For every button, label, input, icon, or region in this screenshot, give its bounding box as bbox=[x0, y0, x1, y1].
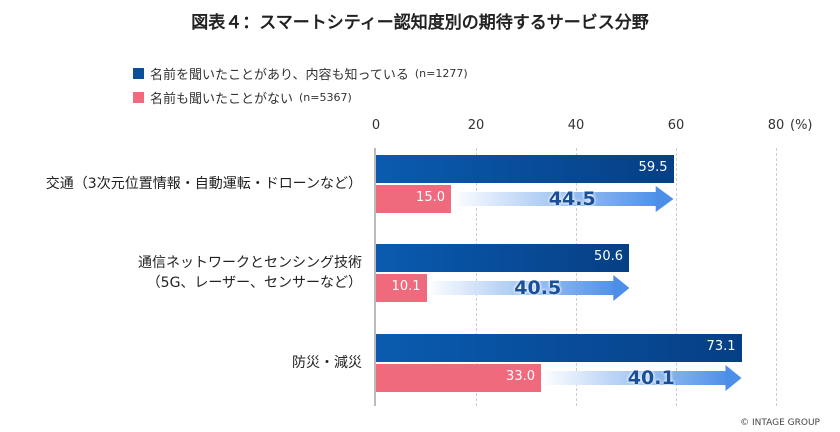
gridline bbox=[776, 148, 777, 406]
legend-label: 名前を聞いたことがあり、内容も知っている bbox=[150, 68, 409, 83]
legend-swatch bbox=[133, 68, 144, 79]
data-label: 59.5 bbox=[638, 160, 668, 175]
category-label: 防災・減災 bbox=[292, 353, 362, 373]
chart-title: 図表４：スマートシティー認知度別の期待するサービス分野 bbox=[191, 13, 649, 33]
difference-arrow bbox=[541, 364, 742, 392]
bar-unaware: 10.1 bbox=[376, 274, 427, 302]
bar-aware: 73.1 bbox=[376, 334, 742, 362]
x-tick-label: 0 bbox=[371, 118, 381, 133]
data-label: 10.1 bbox=[391, 279, 421, 294]
data-label: 73.1 bbox=[706, 339, 736, 354]
gridline bbox=[476, 148, 477, 406]
legend-swatch bbox=[133, 92, 144, 103]
category-label: 交通（3次元位置情報・自動運転・ドローンなど） bbox=[46, 174, 362, 194]
difference-arrow bbox=[451, 185, 674, 213]
data-label: 33.0 bbox=[506, 369, 535, 384]
difference-label: 40.1 bbox=[627, 367, 675, 389]
data-label: 15.0 bbox=[416, 190, 445, 205]
bar-unaware: 33.0 bbox=[376, 364, 541, 392]
gridline bbox=[676, 148, 677, 406]
category-label: 通信ネットワークとセンシング技術 （5G、レーザー、センサーなど） bbox=[138, 253, 362, 293]
category-label-line: 交通（3次元位置情報・自動運転・ドローンなど） bbox=[45, 176, 362, 192]
x-tick-label: 60 bbox=[667, 118, 685, 133]
category-label-line: 防災・減災 bbox=[292, 355, 362, 371]
category-label-line: （5G、レーザー、センサーなど） bbox=[146, 275, 362, 291]
legend-label: 名前も聞いたことがない bbox=[150, 92, 294, 107]
legend-n: (n=5367) bbox=[299, 91, 352, 104]
difference-arrow bbox=[426, 274, 629, 302]
legend-item-aware: 名前を聞いたことがあり、内容も知っている (n=1277) bbox=[133, 64, 468, 83]
y-axis-line bbox=[374, 148, 376, 406]
x-tick-label: 80 bbox=[767, 118, 785, 133]
difference-label: 44.5 bbox=[548, 188, 596, 210]
x-tick-label: 40 bbox=[567, 118, 585, 133]
bar-aware: 59.5 bbox=[376, 155, 674, 183]
legend-item-unaware: 名前も聞いたことがない (n=5367) bbox=[133, 88, 352, 107]
data-label: 50.6 bbox=[594, 249, 623, 264]
unit-label: (%) bbox=[790, 118, 813, 133]
bar-aware: 50.6 bbox=[376, 244, 629, 272]
x-tick-label: 20 bbox=[467, 118, 485, 133]
legend-n: (n=1277) bbox=[414, 67, 468, 80]
difference-label: 40.5 bbox=[514, 277, 562, 299]
gridline bbox=[576, 148, 577, 406]
copyright: © INTAGE GROUP bbox=[740, 418, 820, 428]
category-label-line: 通信ネットワークとセンシング技術 bbox=[138, 255, 362, 271]
bar-unaware: 15.0 bbox=[376, 185, 451, 213]
